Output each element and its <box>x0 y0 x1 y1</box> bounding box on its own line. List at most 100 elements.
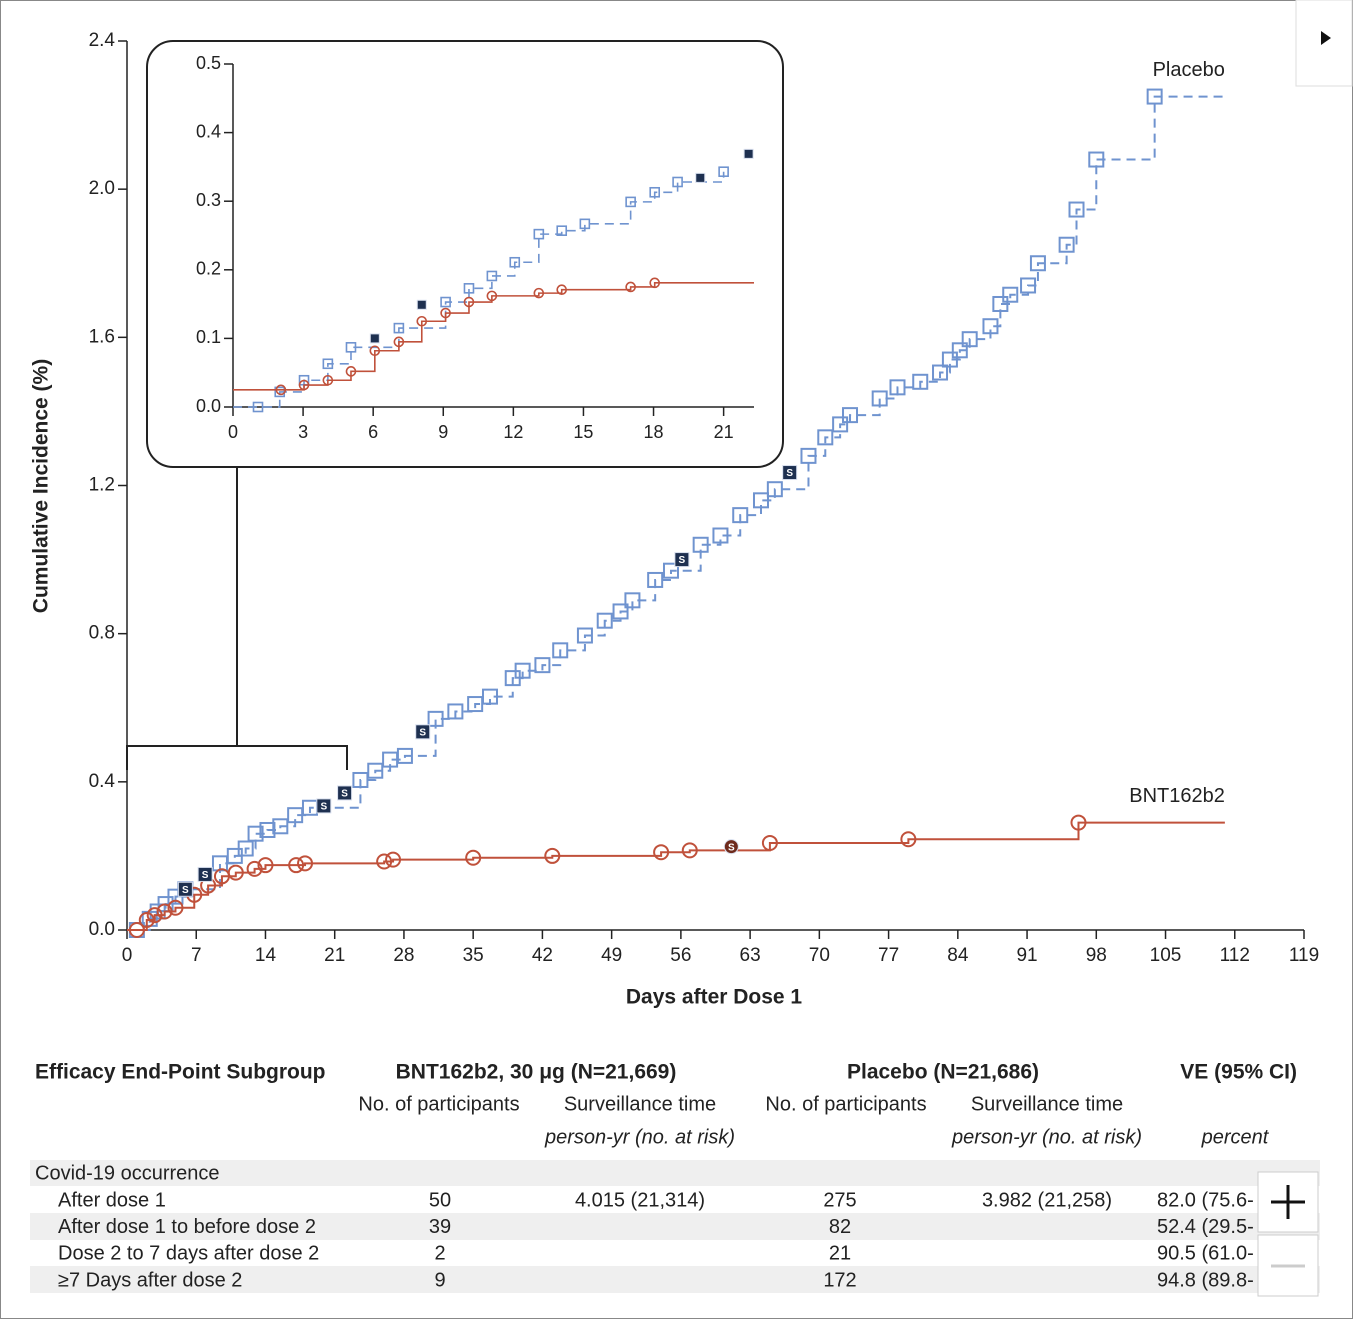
marker <box>912 373 929 390</box>
y-tick-label: 1.2 <box>89 475 115 496</box>
marker <box>393 336 405 348</box>
marker <box>961 331 978 348</box>
marker <box>337 785 353 801</box>
marker <box>197 866 213 882</box>
table-cell: After dose 1 to before dose 2 <box>58 1216 316 1238</box>
marker <box>257 857 274 874</box>
y-tick-label: 0.8 <box>89 623 115 644</box>
table-cell: 82.0 (75.6- <box>1157 1189 1254 1211</box>
marker <box>146 907 163 924</box>
marker <box>514 662 531 679</box>
marker <box>982 318 999 335</box>
row-band <box>30 1160 1320 1186</box>
x-tick-label: 0 <box>228 422 238 442</box>
x-tick-label: 49 <box>601 945 622 966</box>
marker <box>252 401 264 413</box>
x-tick-label: 70 <box>809 945 830 966</box>
table-subheader: Surveillance time <box>971 1093 1123 1115</box>
table-subheader: No. of participants <box>358 1093 519 1115</box>
y-tick-label: 0.1 <box>196 327 221 347</box>
x-tick-label: 42 <box>532 945 553 966</box>
marker <box>1146 88 1163 105</box>
marker <box>297 855 314 872</box>
marker-label: S <box>786 468 793 479</box>
x-tick-label: 7 <box>191 945 202 966</box>
marker <box>463 296 475 308</box>
y-tick-label: 0.0 <box>89 919 115 940</box>
inset-frame <box>146 40 784 468</box>
marker <box>376 853 393 870</box>
table-subheader: Surveillance time <box>564 1093 716 1115</box>
x-tick-label: 63 <box>740 945 761 966</box>
marker <box>992 295 1009 312</box>
marker <box>246 860 263 877</box>
marker <box>649 277 661 289</box>
marker-label: S <box>679 555 686 566</box>
x-tick-label: 18 <box>644 422 664 442</box>
table-cell: 52.4 (29.5- <box>1157 1216 1254 1238</box>
x-tick-label: 21 <box>324 945 345 966</box>
table-header: Placebo (N=21,686) <box>847 1061 1039 1084</box>
marker <box>625 281 636 293</box>
marker <box>416 315 428 327</box>
marker <box>177 881 193 897</box>
plus-icon[interactable] <box>1271 1185 1305 1219</box>
marker <box>259 821 276 838</box>
marker <box>556 225 568 236</box>
marker <box>138 911 155 928</box>
marker <box>576 627 593 644</box>
marker <box>692 536 709 553</box>
marker <box>625 196 636 208</box>
zoom-in-button[interactable] <box>1257 1171 1319 1233</box>
x-tick-label: 9 <box>438 422 448 442</box>
marker <box>369 333 380 344</box>
x-tick-label: 3 <box>298 422 308 442</box>
marker-label: S <box>341 789 348 800</box>
x-tick-label: 105 <box>1150 945 1182 966</box>
marker <box>415 724 431 740</box>
marker <box>1068 201 1085 218</box>
marker <box>889 379 906 396</box>
marker <box>316 798 332 814</box>
marker <box>396 747 413 764</box>
marker <box>900 831 917 848</box>
table-cell: ≥7 Days after dose 2 <box>58 1269 242 1291</box>
marker <box>761 834 778 851</box>
marker <box>624 592 641 609</box>
x-tick-label: 84 <box>947 945 969 966</box>
zoom-out-button[interactable] <box>1257 1234 1319 1297</box>
table-cell: 3.982 (21,258) <box>982 1189 1112 1211</box>
table-cell: After dose 1 <box>58 1189 166 1211</box>
marker-label: S <box>320 802 327 813</box>
x-tick-label: 119 <box>1289 945 1319 966</box>
marker <box>369 345 381 357</box>
x-tick-label: 91 <box>1016 945 1037 966</box>
marker <box>509 256 521 268</box>
table-header: Efficacy End-Point Subgroup <box>35 1061 326 1084</box>
marker <box>752 492 769 509</box>
marker <box>1070 814 1087 831</box>
marker <box>556 284 568 295</box>
marker <box>345 342 357 353</box>
y-tick-label: 0.0 <box>196 396 221 416</box>
side-toggle[interactable] <box>1295 0 1353 87</box>
marker-label: S <box>419 727 426 738</box>
table-cell: 90.5 (61.0- <box>1157 1243 1254 1265</box>
series-label: BNT162b2 <box>1129 785 1225 807</box>
table-header: BNT162b2, 30 μg (N=21,669) <box>396 1061 677 1084</box>
marker <box>842 407 859 424</box>
marker <box>427 710 444 727</box>
toggle-panel[interactable] <box>1295 0 1353 87</box>
y-tick-label: 0.2 <box>196 259 221 279</box>
marker <box>674 552 690 568</box>
toggle-arrow[interactable] <box>1321 31 1331 45</box>
marker <box>247 825 264 842</box>
marker <box>465 849 482 866</box>
table-cell: 39 <box>429 1216 451 1238</box>
marker <box>345 366 357 377</box>
marker <box>579 218 591 230</box>
marker <box>322 374 334 386</box>
x-tick-label: 6 <box>368 422 378 442</box>
y-axis-label: Cumulative Incidence (%) <box>30 359 53 613</box>
